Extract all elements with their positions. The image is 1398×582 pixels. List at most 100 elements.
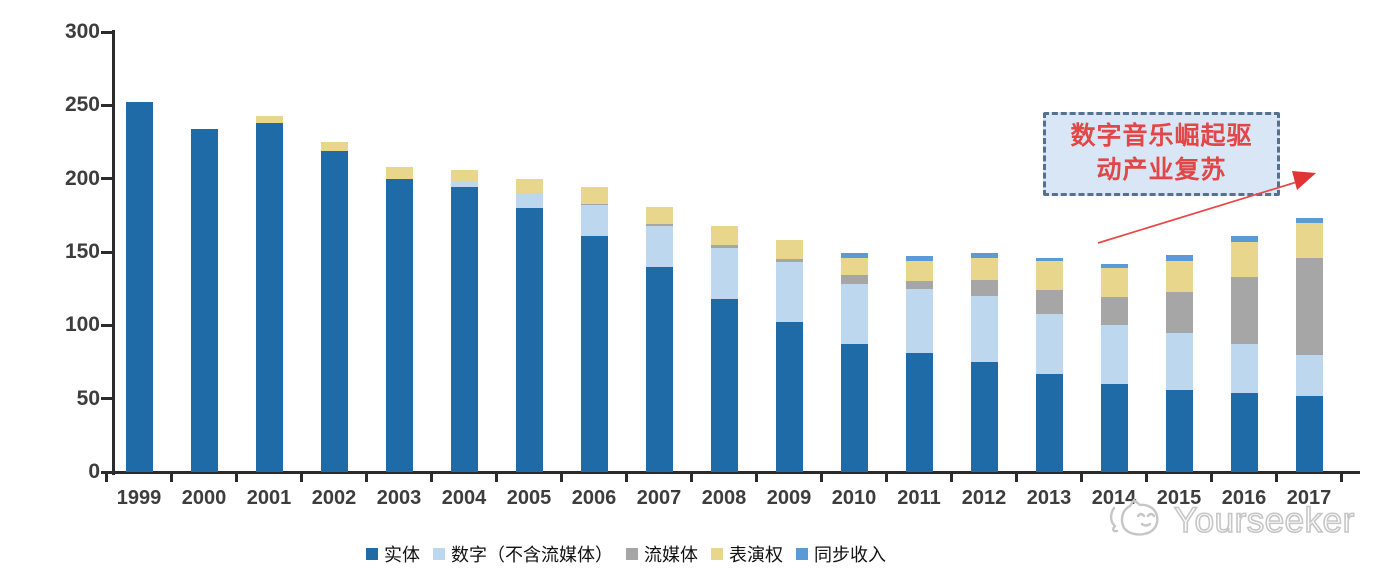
y-axis-tick [101, 470, 113, 474]
bar-segment-2007 [645, 225, 673, 267]
x-axis-line [110, 471, 1360, 474]
bar-segment-2012 [970, 257, 998, 280]
bar-segment-2006 [580, 235, 608, 472]
legend-swatch-icon [711, 548, 723, 560]
bar-segment-2009 [775, 259, 803, 263]
x-axis-tick [170, 474, 173, 482]
bar-segment-2010 [840, 284, 868, 345]
bar-segment-2006 [580, 187, 608, 204]
bar-segment-2015 [1165, 332, 1193, 390]
bar-segment-2012 [970, 296, 998, 362]
legend-label: 流媒体 [644, 545, 698, 565]
bar-segment-2002 [320, 142, 348, 151]
x-axis-tick [755, 474, 758, 482]
x-axis-label: 2012 [961, 487, 1007, 509]
bar-segment-2010 [840, 253, 868, 258]
y-axis-line [112, 30, 115, 475]
bar-segment-2004 [450, 187, 478, 472]
bar-segment-2006 [580, 205, 608, 236]
bar-segment-2008 [710, 298, 738, 472]
bar-segment-2016 [1230, 276, 1258, 345]
legend-label: 表演权 [729, 545, 783, 565]
legend-label: 同步收入 [814, 545, 886, 565]
bar-segment-2014 [1100, 268, 1128, 298]
bar-segment-2011 [905, 260, 933, 282]
legend-item: 流媒体 [626, 541, 698, 567]
bar-segment-2004 [450, 181, 478, 188]
x-axis-tick [885, 474, 888, 482]
x-axis-label: 2000 [181, 487, 227, 509]
y-axis-label: 0 [88, 460, 100, 483]
bar-segment-2005 [515, 178, 543, 194]
x-axis-label: 2007 [636, 487, 682, 509]
x-axis-label: 1999 [116, 487, 162, 509]
legend-item: 实体 [366, 541, 420, 567]
x-axis-tick [625, 474, 628, 482]
legend-swatch-icon [796, 548, 808, 560]
watermark: Yourseeker [1108, 498, 1355, 544]
bar-segment-2016 [1230, 241, 1258, 277]
x-axis-label: 2017 [1286, 487, 1332, 509]
bar-segment-2011 [905, 353, 933, 472]
bar-segment-2005 [515, 193, 543, 208]
bar-segment-2003 [385, 166, 413, 179]
bar-segment-2014 [1100, 263, 1128, 269]
bar-segment-2011 [905, 288, 933, 354]
legend-swatch-icon [366, 548, 378, 560]
x-axis-tick [560, 474, 563, 482]
x-axis-tick [430, 474, 433, 482]
legend-item: 表演权 [711, 541, 783, 567]
legend-item: 数字（不含流媒体） [433, 541, 613, 567]
x-axis-label: 2011 [897, 487, 941, 509]
bar-segment-2009 [775, 262, 803, 323]
x-axis-tick [300, 474, 303, 482]
y-axis-label: 150 [64, 240, 100, 263]
bar-segment-2008 [710, 244, 738, 248]
bar-segment-2013 [1035, 313, 1063, 374]
x-axis-label: 2001 [246, 487, 292, 509]
bar-segment-2017 [1295, 257, 1323, 355]
y-axis-label: 300 [64, 20, 100, 43]
bar-segment-2016 [1230, 235, 1258, 242]
bar-segment-2010 [840, 275, 868, 285]
x-axis-label: 2015 [1156, 487, 1202, 509]
legend-item: 同步收入 [796, 541, 886, 567]
x-axis-label: 2016 [1221, 487, 1267, 509]
bar-segment-2016 [1230, 392, 1258, 472]
legend-label: 数字（不含流媒体） [451, 545, 613, 565]
bar-segment-2004 [450, 169, 478, 182]
bar-segment-2005 [515, 208, 543, 472]
y-axis-label: 250 [64, 93, 100, 117]
bar-segment-2017 [1295, 218, 1323, 223]
y-axis-tick [101, 30, 113, 34]
x-axis-tick [1145, 474, 1148, 482]
x-axis-label: 2004 [441, 487, 487, 509]
annotation-callout: 数字音乐崛起驱 动产业复苏 [1043, 112, 1280, 196]
x-axis-tick [1275, 474, 1278, 482]
x-axis-label: 2002 [311, 487, 357, 509]
x-axis-label: 2003 [376, 487, 422, 509]
x-axis-label: 2014 [1091, 487, 1137, 509]
bar-segment-2010 [840, 257, 868, 276]
bar-segment-2015 [1165, 291, 1193, 333]
y-axis-label: 50 [76, 386, 100, 410]
y-axis-tick [101, 250, 113, 254]
legend-label: 实体 [384, 545, 420, 565]
bar-segment-2010 [840, 344, 868, 472]
bar-segment-2007 [645, 224, 673, 226]
x-axis-tick [1210, 474, 1213, 482]
x-axis-tick [235, 474, 238, 482]
y-axis-tick [101, 323, 113, 327]
bar-segment-2008 [710, 225, 738, 245]
x-axis-label: 2009 [766, 487, 812, 509]
bar-segment-2013 [1035, 260, 1063, 291]
bar-segment-2012 [970, 253, 998, 258]
bar-segment-2009 [775, 322, 803, 472]
bar-segment-2014 [1100, 325, 1128, 384]
bar-segment-2007 [645, 266, 673, 472]
legend-swatch-icon [626, 548, 638, 560]
y-axis-tick [101, 177, 113, 181]
bar-segment-2011 [905, 256, 933, 261]
bar-segment-2011 [905, 281, 933, 289]
